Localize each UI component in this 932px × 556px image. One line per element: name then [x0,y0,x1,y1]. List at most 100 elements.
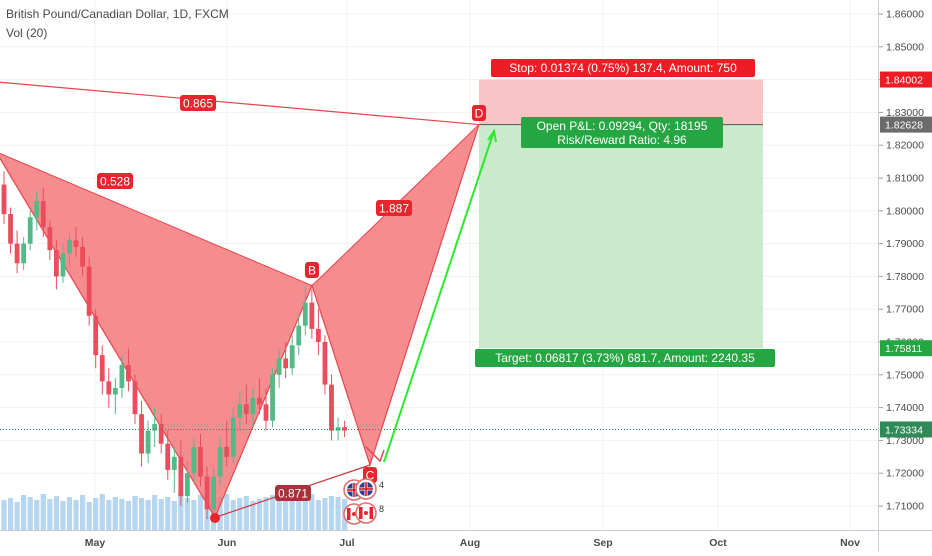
candle [302,286,308,336]
candle-body [316,328,321,342]
candle [8,207,13,254]
candle [243,384,249,424]
volume-bar [93,498,99,530]
volume-bar [14,502,20,530]
candle [54,240,59,290]
volume-bar [171,501,177,530]
candle-body [191,446,197,474]
time-tick-label: May [85,537,106,549]
pnl-info-box: Open P&L: 0.09294, Qty: 18195Risk/Reward… [521,117,723,148]
time-axis[interactable]: May Jun Jul Aug Sep Oct Nov [0,530,878,551]
candle-body [158,424,164,444]
volume-bar [1,500,7,530]
candle-body [40,200,46,228]
candle [99,345,105,395]
candle [224,420,230,467]
volume-bar [269,495,276,530]
volume-bar [322,498,328,530]
volume-bar [80,495,86,530]
volume-bar [119,499,125,530]
candle-body [145,430,151,454]
candle [322,335,328,395]
candle-body [276,358,282,375]
candle-body [165,443,171,470]
volume-bar [224,494,230,530]
candle [119,355,125,398]
candle [230,407,236,464]
candle-body [335,427,341,431]
svg-text:1.82628: 1.82628 [885,120,923,132]
candle-body [60,253,66,277]
candle-body [14,243,20,264]
candle-body [21,243,27,264]
candle [21,237,27,270]
price-chart[interactable]: 0.865 0.528 1.887 0.871 B C D Stop: 0.01374 (0.… [0,0,878,530]
point-d-label: D [472,105,486,121]
volume-bar [132,496,138,530]
svg-text:1.73334: 1.73334 [885,424,923,436]
candle-body [178,456,184,497]
candle-body [309,302,315,329]
candle [73,227,79,257]
candle [296,315,302,356]
svg-text:1.75811: 1.75811 [885,343,922,355]
volume-bar [99,494,105,530]
svg-text:4: 4 [379,480,384,490]
candle-body [243,404,249,415]
svg-text:B: B [308,263,316,277]
volume-bar [165,497,171,530]
svg-text:Stop: 0.01374 (0.75%) 137.4, A: Stop: 0.01374 (0.75%) 137.4, Amount: 750 [509,61,737,75]
ratio-ac-label: 0.871 [275,485,311,501]
candle [106,368,112,408]
ratio-xd-label: 0.865 [180,95,216,111]
candle-body [257,397,262,405]
price-tick-label: 1.86000 [886,9,924,21]
volume-bar [53,496,59,530]
time-tick-label: Sep [593,537,612,549]
candle-body [139,414,144,454]
candle [27,210,33,251]
svg-text:Target: 0.06817 (3.73%) 681.7,: Target: 0.06817 (3.73%) 681.7, Amount: 2… [495,351,755,365]
svg-text:0.528: 0.528 [100,174,130,188]
candle [198,433,203,487]
volume-bar [178,493,184,530]
volume-bar [73,500,79,530]
candle-body [67,240,72,254]
volume-bar [47,499,53,530]
price-axis[interactable]: 1.860001.850001.840001.830001.820001.810… [878,0,932,530]
candle-body [73,240,79,247]
candle-body [119,364,125,388]
volume-bar [191,500,197,530]
candle [283,342,289,379]
candle [112,378,118,415]
price-tick-label: 1.71000 [886,501,924,513]
xd-line [0,81,480,126]
candle-body [342,427,347,431]
volume-bar [217,497,223,530]
candle [217,437,223,487]
candle-body [322,342,328,385]
volume-bar [21,495,27,530]
candle-body [171,456,177,470]
candle [158,414,164,454]
harmonic-pattern[interactable] [0,81,480,519]
candle-body [106,381,112,395]
ca-event-icon-2: 8 [355,502,384,524]
chart-area[interactable]: 0.865 0.528 1.887 0.871 B C D Stop: 0.01374 (0.… [0,0,878,530]
candle-body [224,446,230,457]
candle-body [270,374,275,421]
candle-body [1,184,7,215]
volume-bar [237,498,243,530]
price-tick-label: 1.72000 [886,468,924,480]
candlesticks [1,171,347,520]
svg-text:8: 8 [379,504,384,514]
volume-bar [289,496,295,530]
candle [316,309,321,356]
stop-info-box: Stop: 0.01374 (0.75%) 137.4, Amount: 750 [491,59,755,77]
projection-arrow [383,130,495,463]
target-info-box: Target: 0.06817 (3.73%) 681.7, Amount: 2… [475,349,775,367]
candle [276,348,282,388]
volume-bar [335,497,341,530]
candle-body [237,404,243,418]
candle [289,335,295,375]
